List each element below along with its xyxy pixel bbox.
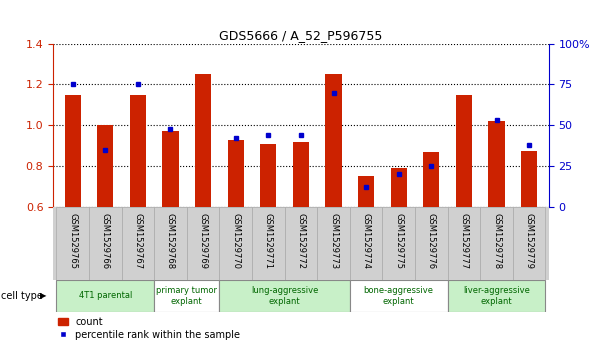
Bar	[187, 207, 219, 280]
Bar	[260, 144, 277, 207]
Bar	[219, 207, 252, 280]
Bar	[252, 207, 284, 280]
Bar	[358, 176, 374, 207]
Bar	[228, 139, 244, 207]
Bar	[350, 280, 448, 312]
Bar	[455, 95, 472, 207]
Bar	[521, 151, 537, 207]
Text: ▶: ▶	[40, 291, 47, 300]
Bar	[57, 280, 154, 312]
Bar	[350, 207, 382, 280]
Text: cell type: cell type	[1, 291, 43, 301]
Text: lung-aggressive
explant: lung-aggressive explant	[251, 286, 318, 306]
Text: GSM1529765: GSM1529765	[68, 213, 77, 269]
Text: bone-aggressive
explant: bone-aggressive explant	[363, 286, 434, 306]
Text: GSM1529767: GSM1529767	[133, 213, 142, 269]
Bar	[64, 95, 81, 207]
Text: GSM1529770: GSM1529770	[231, 213, 240, 269]
Bar	[489, 121, 504, 207]
Bar	[130, 95, 146, 207]
Bar	[448, 207, 480, 280]
Bar	[122, 207, 154, 280]
Bar	[57, 207, 89, 280]
Text: GSM1529778: GSM1529778	[492, 213, 501, 269]
Bar	[195, 74, 211, 207]
Text: GSM1529766: GSM1529766	[101, 213, 110, 269]
Bar	[219, 280, 350, 312]
Text: primary tumor
explant: primary tumor explant	[156, 286, 217, 306]
Bar	[382, 207, 415, 280]
Bar	[325, 74, 342, 207]
Title: GDS5666 / A_52_P596755: GDS5666 / A_52_P596755	[219, 29, 382, 42]
Text: GSM1529768: GSM1529768	[166, 213, 175, 269]
Bar	[162, 131, 179, 207]
Bar	[317, 207, 350, 280]
Bar	[89, 207, 122, 280]
Text: GSM1529776: GSM1529776	[427, 213, 436, 269]
Text: GSM1529769: GSM1529769	[199, 213, 208, 269]
Bar	[293, 142, 309, 207]
Text: GSM1529773: GSM1529773	[329, 213, 338, 269]
Text: GSM1529779: GSM1529779	[525, 213, 533, 269]
Bar	[391, 168, 407, 207]
Bar	[154, 280, 219, 312]
Bar	[448, 280, 545, 312]
Text: GSM1529775: GSM1529775	[394, 213, 403, 269]
Legend: count, percentile rank within the sample: count, percentile rank within the sample	[58, 317, 241, 340]
Text: 4T1 parental: 4T1 parental	[78, 291, 132, 300]
Text: GSM1529774: GSM1529774	[362, 213, 371, 269]
Text: GSM1529777: GSM1529777	[460, 213, 468, 269]
Bar	[513, 207, 545, 280]
Bar	[284, 207, 317, 280]
Text: liver-aggressive
explant: liver-aggressive explant	[463, 286, 530, 306]
Text: GSM1529771: GSM1529771	[264, 213, 273, 269]
Bar	[415, 207, 448, 280]
Bar	[97, 125, 113, 207]
Text: GSM1529772: GSM1529772	[296, 213, 306, 269]
Bar	[480, 207, 513, 280]
Bar	[154, 207, 187, 280]
Bar	[423, 152, 440, 207]
